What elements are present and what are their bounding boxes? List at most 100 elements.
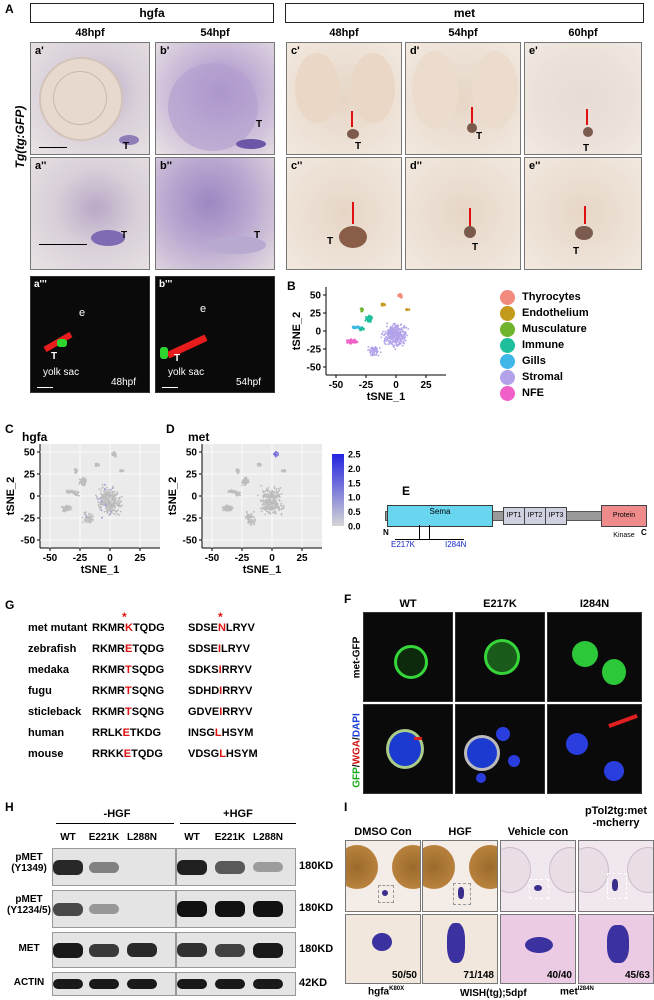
scatter-point (371, 352, 374, 355)
red-arrow (471, 107, 473, 123)
scatter-point (395, 343, 397, 345)
scatter-point (263, 495, 265, 498)
scatter-point (379, 347, 381, 349)
cell-signal (394, 645, 428, 679)
scatter-point (253, 523, 255, 526)
tissue-shape (295, 53, 339, 123)
scatter-point (262, 500, 265, 503)
scatter-point (85, 520, 88, 523)
antibody-name: pMET (15, 852, 43, 863)
scatter-point (244, 478, 247, 481)
fluorescence-a3: a''' e T yolk sac 48hpf (30, 276, 150, 393)
scatter-point (237, 471, 239, 473)
scatter-point (103, 495, 106, 497)
scatter-point (87, 512, 90, 515)
scatter-point (118, 514, 120, 516)
domain-diagram: Sema IPT1 IPT2 IPT3 Protein Kinase N C E… (383, 502, 650, 562)
scatter-point (105, 489, 107, 491)
blot-row-label: MET (5, 943, 53, 954)
header-line-2: -mcherry (592, 817, 640, 829)
scatter-point (101, 516, 103, 519)
scatter-point (283, 470, 286, 473)
scatter-point (386, 325, 388, 328)
wish-hgf-zoom: 71/148 (422, 914, 498, 984)
legend-swatch (500, 338, 515, 353)
x-axis-title: tSNE_1 (367, 391, 406, 403)
t-label: T (476, 131, 483, 142)
scatter-point (100, 509, 103, 512)
scatter-point (245, 483, 247, 486)
scatter-point (112, 498, 114, 501)
scatter-point (260, 500, 263, 502)
group-line (56, 823, 174, 824)
y-tick-label: 25 (310, 309, 322, 320)
scatter-point (399, 324, 402, 326)
scatter-point (103, 483, 106, 486)
scatter-point (84, 511, 87, 514)
lane-label: L288N (126, 832, 157, 843)
scatter-point (368, 317, 371, 319)
scatter-point (97, 503, 100, 506)
scale-bar (39, 244, 87, 245)
residues: RKMR (92, 685, 125, 697)
panel-label-g: G (5, 598, 15, 612)
wish-hgf-overview (422, 840, 498, 912)
residues: SDHD (188, 685, 220, 697)
scatter-point (394, 348, 397, 351)
scatter-point (66, 490, 69, 493)
scatter-point (89, 518, 91, 521)
x-tick-label: -25 (235, 553, 250, 564)
scatter-point (347, 339, 350, 341)
scatter-point (366, 317, 369, 320)
residues: RKMR (92, 643, 125, 655)
panel-label-a: A (5, 2, 14, 16)
scatter-point (67, 509, 70, 512)
x-axis-title: tSNE_1 (81, 564, 120, 576)
scatter-point (224, 509, 227, 512)
scatter-point (243, 477, 246, 479)
red-signal (166, 334, 208, 359)
legend-label: NFE (522, 387, 544, 399)
scatter-point (273, 512, 275, 514)
x-tick-label: -50 (329, 380, 344, 391)
sublabel: a' (35, 45, 44, 57)
scatter-point (100, 503, 102, 506)
sequence-segment-2: SDHDIRRYV (188, 685, 252, 697)
zoom-box (607, 873, 627, 899)
scatter-point (84, 481, 86, 484)
scatter-point (71, 490, 73, 493)
scatter-point (278, 487, 280, 490)
scatter-point (386, 332, 389, 334)
tsne-feature-plot-hgfa: 50 25 0 -25 -50 -50 -25 0 25 tSNE_1 tSNE_2 (5, 444, 160, 576)
blot-band (253, 979, 283, 989)
scatter-point (384, 333, 387, 335)
highlighted-residue: I (217, 643, 222, 655)
wish-ptol2-zoom: 45/63 (578, 914, 654, 984)
scatter-point (105, 492, 108, 494)
scatter-point (380, 303, 383, 306)
scatter-point (245, 477, 248, 479)
scatter-point (280, 502, 283, 505)
scatter-point (110, 511, 112, 514)
scatter-point (276, 504, 279, 507)
scatter-point (265, 493, 268, 496)
blot-row-label: pMET (Y1349) (5, 852, 53, 874)
residues: GDVE (188, 706, 220, 718)
hgfa-header: hgfa (30, 3, 274, 23)
residues: TQDG (132, 643, 165, 655)
scatter-point (404, 333, 406, 336)
ipt3-domain: IPT3 (545, 507, 567, 525)
wish-condition-label: WISH(tg);5dpf (460, 988, 527, 999)
legend-label: Stromal (522, 371, 563, 383)
kinase-domain: Protein Kinase (601, 505, 647, 539)
scatter-point (115, 501, 118, 503)
thyroid-stain (607, 925, 629, 963)
wish-vehicle-overview (500, 840, 576, 912)
scatter-point (400, 339, 403, 342)
t-label: T (327, 236, 334, 247)
wish-dmso-zoom: 50/50 (345, 914, 421, 984)
scatter-point (250, 512, 253, 515)
scatter-point (84, 514, 87, 516)
eye-shape (627, 847, 653, 893)
antibody-name: MET (18, 943, 40, 954)
